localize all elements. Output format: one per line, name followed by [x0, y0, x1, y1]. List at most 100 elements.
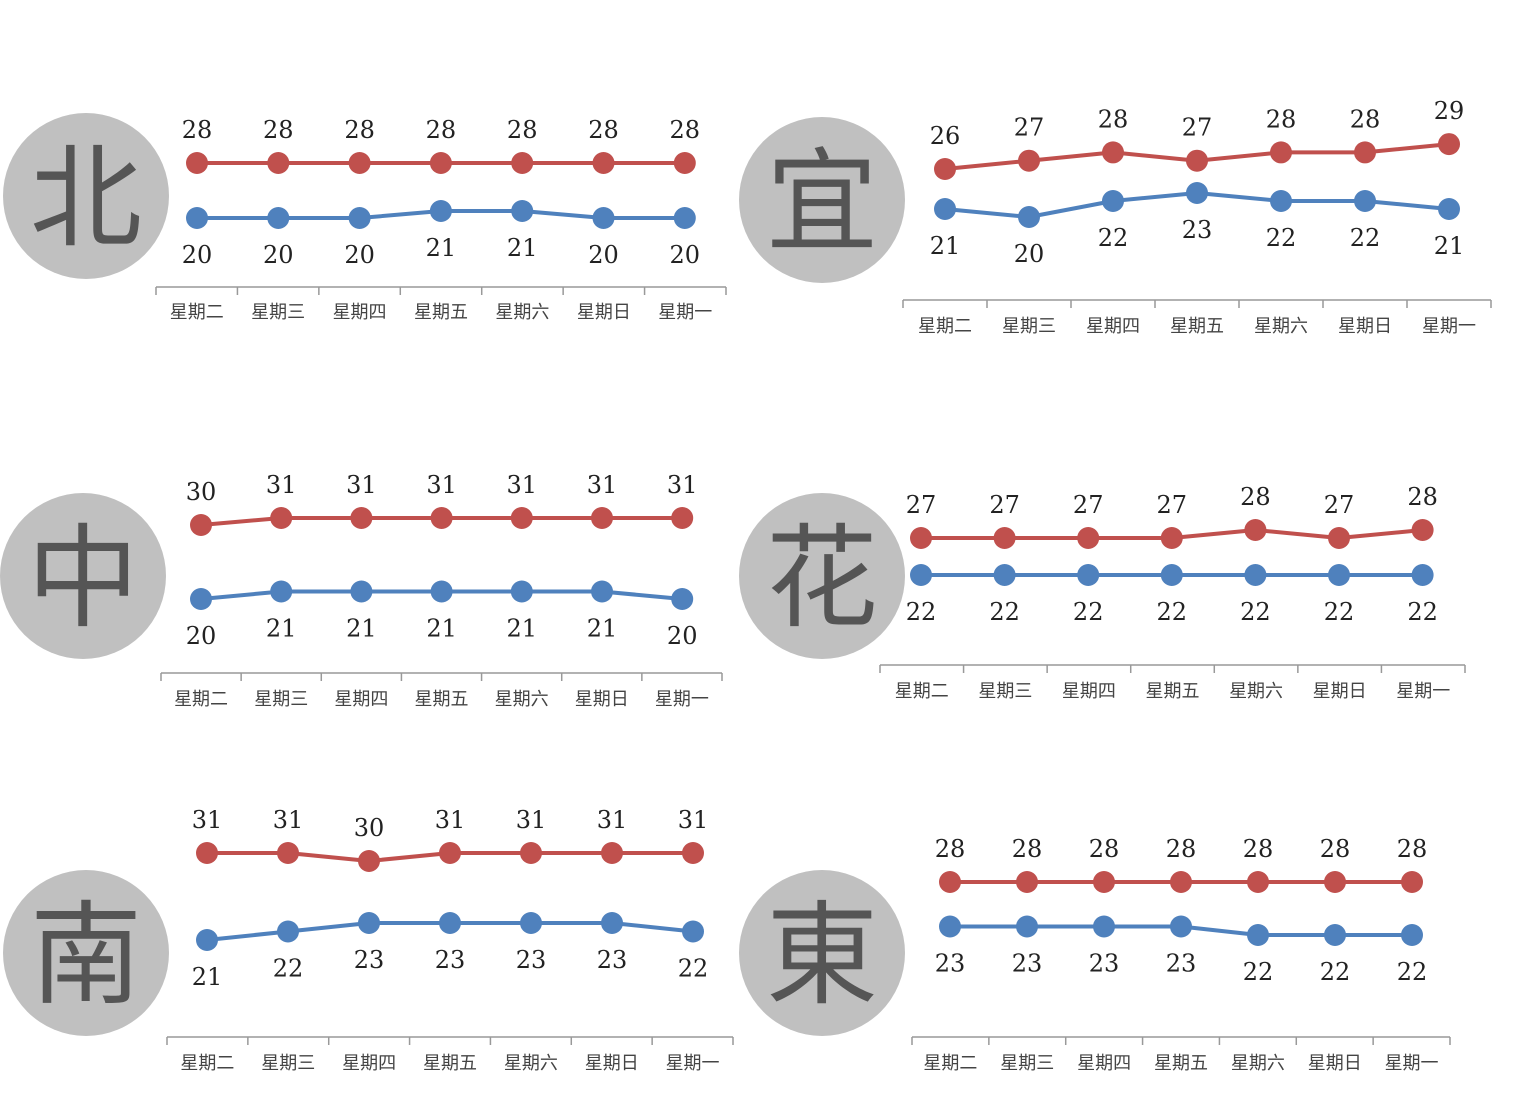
- low-temp-label: 21: [1434, 232, 1465, 260]
- high-temp-point: [350, 507, 373, 529]
- x-tick-label: 星期四: [342, 1053, 396, 1074]
- region-badge-label: 中: [27, 514, 139, 644]
- low-temp-point: [270, 580, 293, 603]
- region-badge-label: 南: [30, 891, 142, 1021]
- high-temp-point: [1093, 871, 1115, 893]
- x-tick-label: 星期六: [1254, 316, 1308, 337]
- high-temp-point: [1077, 527, 1100, 549]
- low-temp-point: [1270, 190, 1292, 212]
- x-tick-label: 星期二: [918, 316, 972, 337]
- low-temp-label: 21: [426, 234, 457, 262]
- x-tick-label: 星期五: [1154, 1053, 1208, 1074]
- low-temp-label: 23: [1166, 950, 1197, 978]
- low-temp-point: [1438, 198, 1460, 220]
- low-temp-label: 22: [1243, 958, 1274, 986]
- low-temp-point: [1244, 564, 1267, 586]
- low-temp-point: [1247, 924, 1269, 946]
- low-temp-point: [190, 588, 212, 610]
- x-tick-label: 星期三: [251, 302, 305, 323]
- high-temp-point: [1328, 527, 1350, 549]
- high-temp-point: [910, 527, 932, 549]
- x-tick-label: 星期日: [1308, 1053, 1362, 1074]
- high-temp-point: [939, 871, 961, 893]
- high-temp-label: 28: [1089, 835, 1120, 863]
- x-tick-label: 星期三: [1000, 1053, 1054, 1074]
- low-temp-label: 21: [266, 615, 297, 643]
- low-temp-point: [348, 207, 371, 229]
- low-temp-point: [1354, 190, 1376, 212]
- low-temp-label: 21: [426, 615, 457, 643]
- low-temp-label: 22: [1157, 598, 1188, 626]
- high-temp-point: [1160, 527, 1183, 549]
- high-temp-point: [601, 842, 623, 864]
- low-temp-point: [1102, 190, 1124, 212]
- x-tick-label: 星期一: [1385, 1053, 1439, 1074]
- low-temp-point: [1328, 564, 1350, 586]
- low-temp-label: 23: [1012, 950, 1043, 978]
- x-tick-label: 星期日: [577, 302, 631, 323]
- x-tick-label: 星期二: [923, 1053, 977, 1074]
- high-temp-label: 31: [273, 806, 304, 834]
- low-temp-point: [430, 580, 453, 603]
- high-temp-label: 27: [1324, 491, 1355, 519]
- region-badge-central: 中: [0, 493, 166, 659]
- low-temp-point: [520, 912, 542, 934]
- high-temp-label: 31: [678, 806, 709, 834]
- x-tick-label: 星期二: [180, 1053, 234, 1074]
- x-tick-label: 星期一: [666, 1053, 720, 1074]
- high-temp-label: 27: [989, 491, 1020, 519]
- high-temp-point: [1324, 871, 1346, 893]
- high-temp-label: 31: [346, 471, 377, 499]
- x-tick-label: 星期四: [1086, 316, 1140, 337]
- high-temp-label: 27: [1157, 491, 1188, 519]
- low-temp-point: [511, 200, 534, 222]
- low-temp-point: [267, 207, 290, 229]
- low-temp-label: 21: [930, 232, 961, 260]
- high-temp-label: 28: [1243, 835, 1274, 863]
- low-temp-label: 20: [263, 241, 294, 269]
- low-temp-point: [993, 564, 1016, 586]
- low-temp-point: [671, 588, 694, 610]
- high-temp-label: 31: [426, 471, 457, 499]
- x-tick-label: 星期二: [895, 681, 949, 702]
- high-temp-point: [1102, 141, 1124, 164]
- low-temp-point: [1077, 564, 1100, 586]
- low-temp-label: 22: [1407, 598, 1438, 626]
- region-badge-hualien: 花: [739, 493, 905, 659]
- high-temp-label: 31: [266, 471, 297, 499]
- low-temp-label: 23: [1089, 950, 1120, 978]
- low-temp-point: [1170, 915, 1192, 938]
- high-temp-point: [1016, 871, 1038, 893]
- high-temp-label: 28: [344, 116, 375, 144]
- low-temp-point: [186, 207, 208, 229]
- region-badge-south: 南: [3, 870, 169, 1036]
- high-temp-point: [510, 507, 533, 529]
- x-tick-label: 星期五: [415, 689, 469, 710]
- region-badge-east: 東: [739, 870, 905, 1036]
- x-tick-label: 星期日: [1338, 316, 1392, 337]
- low-temp-label: 21: [507, 234, 538, 262]
- high-temp-label: 31: [435, 806, 466, 834]
- region-badge-label: 東: [766, 891, 878, 1021]
- low-temp-label: 23: [516, 946, 547, 974]
- low-temp-point: [1160, 564, 1183, 586]
- high-temp-label: 28: [1407, 483, 1438, 511]
- low-temp-label: 22: [1350, 224, 1381, 252]
- high-temp-label: 27: [1014, 114, 1045, 142]
- low-temp-label: 22: [1397, 958, 1428, 986]
- high-temp-point: [348, 152, 371, 174]
- low-temp-point: [1401, 924, 1423, 946]
- low-temp-label: 23: [435, 946, 466, 974]
- low-temp-point: [673, 207, 696, 229]
- high-temp-label: 31: [587, 471, 618, 499]
- low-temp-point: [350, 580, 373, 603]
- low-temp-label: 23: [354, 946, 385, 974]
- low-temp-point: [939, 915, 961, 938]
- high-temp-point: [1411, 519, 1434, 541]
- low-temp-point: [1018, 206, 1040, 228]
- high-temp-label: 28: [1240, 483, 1271, 511]
- high-temp-point: [591, 507, 613, 529]
- x-tick-label: 星期五: [414, 302, 468, 323]
- x-tick-label: 星期六: [504, 1053, 558, 1074]
